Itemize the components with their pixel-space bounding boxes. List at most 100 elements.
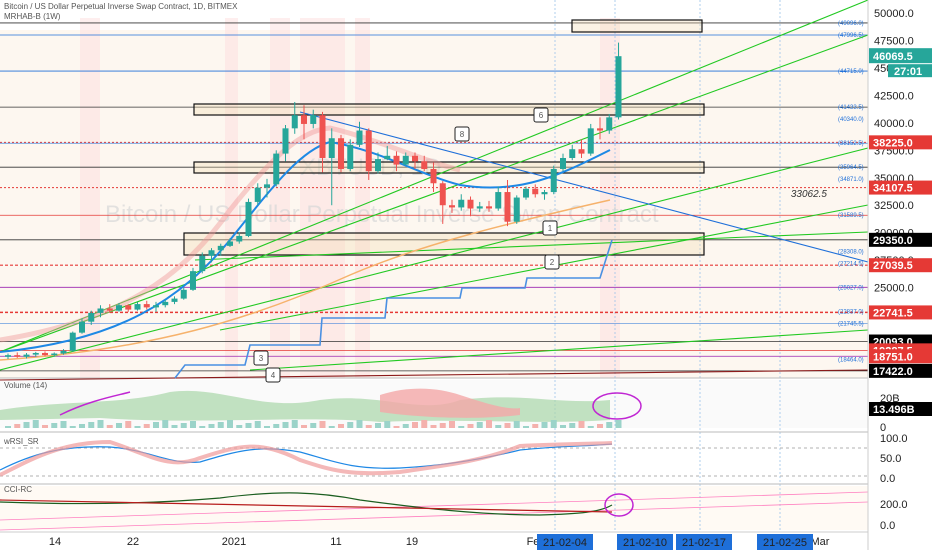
candle-body bbox=[116, 305, 122, 311]
volume-bar bbox=[338, 424, 344, 428]
date-box bbox=[537, 534, 593, 550]
level-label: (31589.5) bbox=[838, 213, 864, 219]
cci-signal bbox=[0, 499, 613, 513]
candle-body bbox=[69, 332, 76, 351]
volume-bar bbox=[153, 422, 159, 428]
trend-line bbox=[0, 369, 869, 381]
volume-bar bbox=[190, 421, 196, 428]
volume-tick: 0 bbox=[880, 422, 886, 434]
wrsi-line bbox=[0, 439, 613, 477]
date-tick: Mar bbox=[811, 536, 830, 548]
candle-body bbox=[153, 305, 159, 308]
price-tick: 42500.0 bbox=[874, 90, 914, 102]
wrsi-signal bbox=[0, 443, 613, 471]
candle-body bbox=[412, 155, 418, 162]
price-tag bbox=[869, 305, 932, 320]
volume-bar bbox=[476, 422, 483, 428]
candle-body bbox=[291, 115, 298, 129]
price-tag bbox=[869, 258, 932, 273]
volume-bar bbox=[356, 420, 363, 428]
price-tag bbox=[869, 232, 932, 247]
price-tick: 47500.0 bbox=[874, 35, 914, 47]
candle-body bbox=[14, 355, 21, 357]
date-tick: Fe bbox=[527, 536, 540, 548]
candle-body bbox=[430, 168, 437, 184]
candle-body bbox=[236, 235, 243, 242]
candle-body bbox=[190, 271, 196, 290]
price-tick: 40000.0 bbox=[874, 118, 914, 130]
candle-body bbox=[42, 352, 48, 356]
volume-bar bbox=[264, 426, 270, 428]
step-line bbox=[174, 239, 613, 379]
volume-bar bbox=[467, 424, 474, 428]
level-box bbox=[193, 103, 705, 116]
volume-bar bbox=[513, 421, 520, 428]
volume-bar bbox=[495, 425, 502, 428]
date-box bbox=[617, 534, 673, 550]
price-tick: 50000.0 bbox=[874, 8, 914, 20]
volume-bar bbox=[301, 425, 307, 428]
candle-body bbox=[60, 350, 67, 354]
wave-marker bbox=[533, 107, 549, 123]
candle-body bbox=[587, 128, 594, 154]
candle-body bbox=[171, 298, 178, 302]
level-label: (34871.0) bbox=[838, 177, 864, 183]
level-box bbox=[193, 161, 705, 174]
candle-body bbox=[356, 130, 363, 145]
volume-bar bbox=[254, 421, 261, 428]
volume-bar bbox=[412, 422, 418, 428]
shade-zone bbox=[270, 18, 290, 378]
volume-bar bbox=[541, 422, 548, 428]
volume-tag-text: 13.496B bbox=[873, 404, 915, 416]
volume-bar bbox=[310, 423, 317, 428]
price-tick: 25000.0 bbox=[874, 283, 914, 295]
wave-label: 4 bbox=[271, 371, 276, 380]
candle-body bbox=[375, 159, 381, 172]
date-box bbox=[676, 534, 732, 550]
volume-bar bbox=[236, 425, 243, 428]
volume-bar bbox=[449, 421, 455, 428]
level-label: (35964.5) bbox=[838, 165, 864, 171]
wave-marker bbox=[253, 350, 269, 366]
volume-bar bbox=[180, 423, 187, 428]
wave-label: 3 bbox=[259, 354, 264, 363]
volume-panel: Volume (14) bbox=[0, 381, 642, 428]
volume-bar bbox=[51, 423, 58, 428]
price-tag-text: 38225.0 bbox=[873, 137, 913, 149]
level-label: (25027.0) bbox=[838, 285, 864, 291]
price-tag-text: 17422.0 bbox=[873, 366, 913, 378]
trend-lines bbox=[0, 0, 869, 381]
volume-bar bbox=[560, 425, 566, 428]
candle-body bbox=[245, 201, 252, 236]
volume-cloud-red bbox=[380, 388, 520, 418]
highlight-circle bbox=[604, 493, 634, 517]
candle-body bbox=[338, 138, 344, 169]
volume-bar bbox=[523, 426, 529, 428]
volume-bar bbox=[106, 425, 113, 428]
cci-label: CCI-RC bbox=[4, 485, 32, 494]
candle-body bbox=[541, 192, 548, 195]
trend-line bbox=[194, 231, 869, 261]
cci-panel: CCI-RC bbox=[0, 485, 869, 531]
trend-line bbox=[299, 111, 869, 263]
volume-bar bbox=[569, 423, 576, 428]
date-box-text: 21-02-10 bbox=[623, 537, 667, 549]
level-label: (21745.5) bbox=[838, 321, 864, 327]
volume-annotation-stroke bbox=[59, 391, 131, 416]
volume-bar bbox=[125, 421, 132, 428]
watermark-name: Bitcoin / US Dollar Perpetual Inverse Sw… bbox=[105, 201, 659, 228]
volume-bar bbox=[162, 420, 169, 428]
price-tag bbox=[869, 349, 932, 364]
volume-bar bbox=[199, 426, 206, 428]
candle-body bbox=[384, 155, 391, 160]
volume-bar bbox=[421, 420, 428, 428]
volume-bar bbox=[14, 424, 21, 428]
candle-body bbox=[560, 157, 566, 169]
chart-title: Bitcoin / US Dollar Perpetual Inverse Sw… bbox=[4, 2, 238, 11]
candle-body bbox=[365, 130, 372, 172]
candle-body bbox=[513, 197, 520, 222]
candle-body bbox=[421, 161, 428, 169]
price-tags: 46069.5 27:01 38225.0 34107.5 29350.0 27039.5… bbox=[869, 48, 932, 416]
candle-body bbox=[162, 301, 169, 306]
